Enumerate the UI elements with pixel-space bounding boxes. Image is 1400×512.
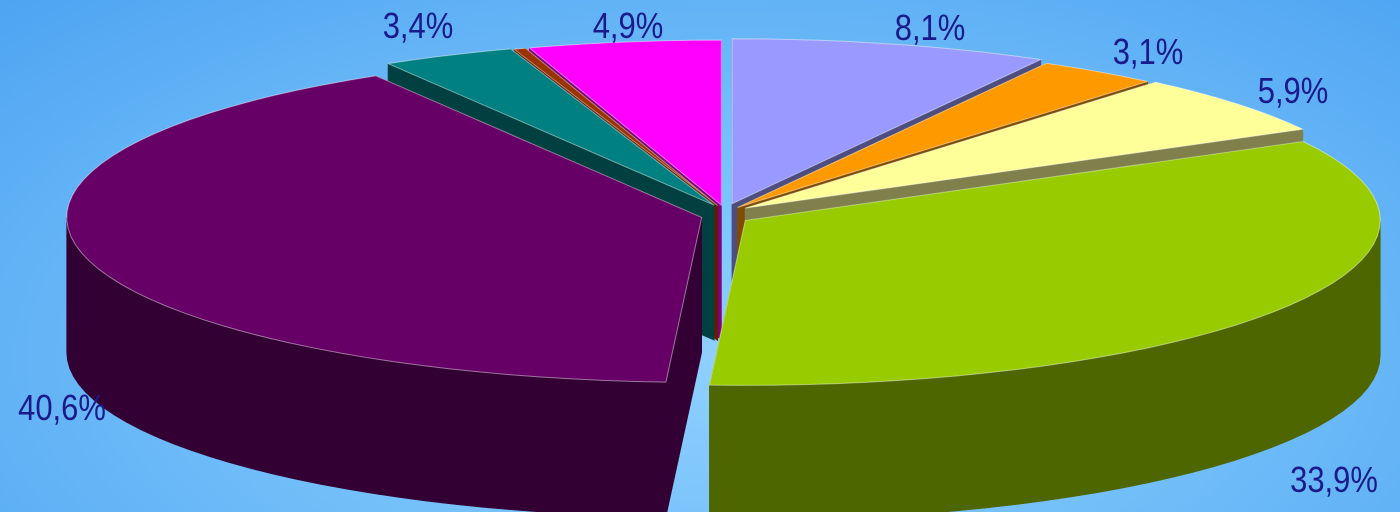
pie-slice-4: [66, 75, 703, 512]
pie-slice-3: [708, 140, 1381, 512]
pie-slice-5-top: [387, 48, 715, 206]
pie-slice-label-1: 3,1%: [1113, 33, 1184, 73]
pie-slice-label-5: 3,4%: [383, 7, 454, 47]
pie-slice-label-3: 33,9%: [1290, 461, 1378, 501]
pie-slice-7-top: [528, 39, 722, 207]
pie-slice-label-4: 40,6%: [18, 389, 106, 429]
pie-slice-6-top: [513, 47, 718, 206]
pie-slice-3-rim-0: [709, 220, 1381, 512]
pie-slice-2-top: [745, 81, 1305, 209]
pie-slice-label-2: 5,9%: [1258, 72, 1329, 112]
pie-slice-4-rim-0: [66, 217, 667, 512]
pie-slice-1-top: [737, 62, 1148, 208]
pie-slice-label-0: 8,1%: [895, 9, 966, 49]
pie-slice-0-top: [731, 38, 1043, 205]
pie-slice-3-top: [708, 140, 1381, 386]
pie-slice-4-top: [66, 75, 703, 383]
pie-slice-label-7: 4,9%: [593, 7, 664, 47]
